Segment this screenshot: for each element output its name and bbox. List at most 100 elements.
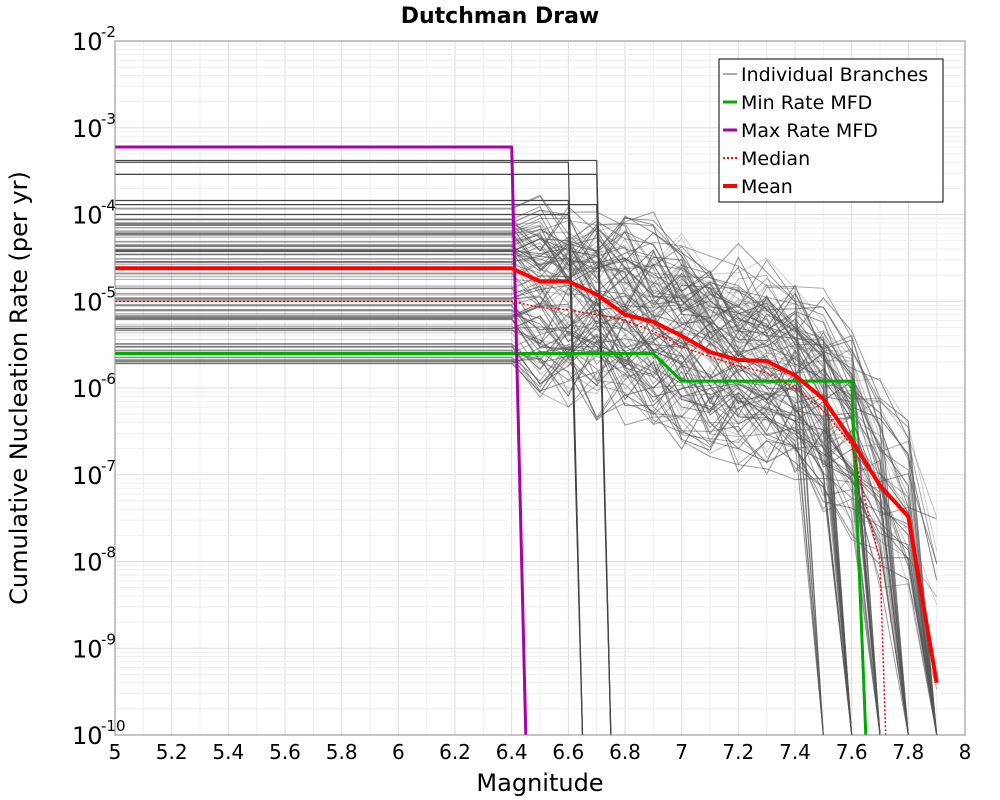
x-tick-label: 5.4 bbox=[212, 740, 244, 764]
branch-line bbox=[115, 320, 853, 736]
y-tick-label: 10-10 bbox=[72, 717, 126, 750]
y-tick-label: 10-9 bbox=[72, 630, 116, 663]
branch-line bbox=[115, 312, 938, 736]
branch-line bbox=[115, 274, 824, 736]
branch-line bbox=[115, 347, 909, 736]
y-axis-label: Cumulative Nucleation Rate (per yr) bbox=[5, 171, 33, 605]
y-tick-label: 10-7 bbox=[72, 457, 116, 490]
branch-line bbox=[115, 326, 853, 736]
branch-line bbox=[115, 287, 909, 736]
branch-line bbox=[115, 351, 909, 736]
y-tick-exponent: -10 bbox=[101, 717, 126, 735]
branch-line bbox=[115, 303, 938, 736]
branch-line bbox=[115, 215, 938, 736]
branch-line bbox=[115, 278, 938, 736]
y-tick-label: 10-5 bbox=[72, 283, 116, 316]
branch-line bbox=[115, 319, 938, 606]
branch-line bbox=[115, 220, 909, 736]
branch-line bbox=[115, 218, 824, 736]
legend-label: Max Rate MFD bbox=[741, 120, 878, 142]
y-tick-base: 10 bbox=[72, 115, 103, 143]
x-axis-label: Magnitude bbox=[476, 769, 603, 797]
y-tick-exponent: -7 bbox=[101, 457, 116, 475]
branch-line bbox=[115, 339, 853, 736]
series-line-max-rate-mfd bbox=[115, 145, 528, 736]
branch-line bbox=[115, 339, 909, 736]
branch-line bbox=[115, 284, 938, 736]
branch-line bbox=[115, 260, 938, 736]
x-tick-label: 6.4 bbox=[496, 740, 528, 764]
branch-line bbox=[115, 204, 612, 736]
branch-line bbox=[115, 214, 881, 736]
y-tick-base: 10 bbox=[72, 722, 103, 750]
x-tick-label: 6.6 bbox=[552, 740, 584, 764]
branch-line bbox=[115, 231, 853, 736]
y-tick-base: 10 bbox=[72, 549, 103, 577]
branch-line bbox=[115, 221, 853, 736]
branch-line bbox=[115, 231, 824, 736]
branch-line bbox=[115, 233, 881, 736]
y-tick-label: 10-6 bbox=[72, 370, 116, 403]
x-tick-label: 7 bbox=[675, 740, 688, 764]
branch-line bbox=[115, 308, 909, 736]
y-tick-label: 10-2 bbox=[72, 23, 116, 56]
legend: Individual Branches Min Rate MFD Max Rate … bbox=[718, 58, 944, 203]
series-line-median bbox=[115, 300, 887, 736]
branch-line bbox=[115, 346, 909, 736]
branch-line bbox=[115, 350, 938, 736]
x-tick-label: 5.8 bbox=[326, 740, 358, 764]
legend-box bbox=[718, 58, 944, 203]
x-tick-label: 7.6 bbox=[836, 740, 868, 764]
branch-line bbox=[115, 330, 853, 736]
branch-line bbox=[115, 209, 909, 736]
x-tick-label: 6.8 bbox=[609, 740, 641, 764]
branch-line bbox=[115, 219, 909, 736]
branch-line bbox=[115, 211, 938, 736]
x-tick-label: 7.4 bbox=[779, 740, 811, 764]
branch-line bbox=[115, 206, 824, 736]
branch-line bbox=[115, 213, 584, 736]
branch-line bbox=[115, 210, 938, 736]
branch-line bbox=[115, 281, 881, 736]
x-tick-label: 5 bbox=[109, 740, 122, 764]
y-tick-exponent: -5 bbox=[101, 283, 116, 301]
x-tick-label: 7.2 bbox=[722, 740, 754, 764]
branch-line bbox=[115, 357, 853, 736]
y-tick-base: 10 bbox=[72, 288, 103, 316]
y-tick-base: 10 bbox=[72, 28, 103, 56]
x-tick-label: 8 bbox=[959, 740, 972, 764]
y-tick-label: 10-3 bbox=[72, 110, 116, 143]
branch-line bbox=[115, 248, 881, 736]
branch-line bbox=[115, 216, 938, 552]
x-tick-label: 6 bbox=[392, 740, 405, 764]
branch-line bbox=[115, 296, 881, 736]
grid bbox=[114, 41, 966, 736]
branch-line bbox=[115, 229, 938, 736]
legend-label: Min Rate MFD bbox=[741, 92, 872, 114]
y-tick-base: 10 bbox=[72, 462, 103, 490]
series-line-min-rate-mfd bbox=[115, 352, 868, 736]
branch-line bbox=[115, 287, 881, 736]
y-tick-label: 10-4 bbox=[72, 197, 116, 230]
main-series bbox=[115, 145, 939, 736]
branch-line bbox=[115, 275, 881, 736]
legend-label: Individual Branches bbox=[741, 64, 928, 86]
branch-line bbox=[115, 220, 853, 736]
y-tick-exponent: -2 bbox=[101, 23, 116, 41]
branch-line bbox=[115, 228, 909, 736]
plot-frame bbox=[114, 40, 966, 736]
branch-line bbox=[115, 237, 853, 736]
branch-line bbox=[115, 236, 937, 520]
y-tick-base: 10 bbox=[72, 202, 103, 230]
y-tick-label: 10-8 bbox=[72, 544, 116, 577]
branch-line bbox=[115, 302, 938, 736]
y-tick-exponent: -8 bbox=[101, 544, 116, 562]
x-tick-labels: 5 5.2 5.4 5.6 5.8 6 6.2 6.4 6.6 6.8 7 7.2 7.4 7.6 7.8 8 bbox=[109, 740, 972, 764]
x-tick-label: 7.8 bbox=[892, 740, 924, 764]
y-tick-base: 10 bbox=[72, 635, 103, 663]
branch-line bbox=[115, 240, 881, 736]
branch-line bbox=[115, 238, 938, 736]
